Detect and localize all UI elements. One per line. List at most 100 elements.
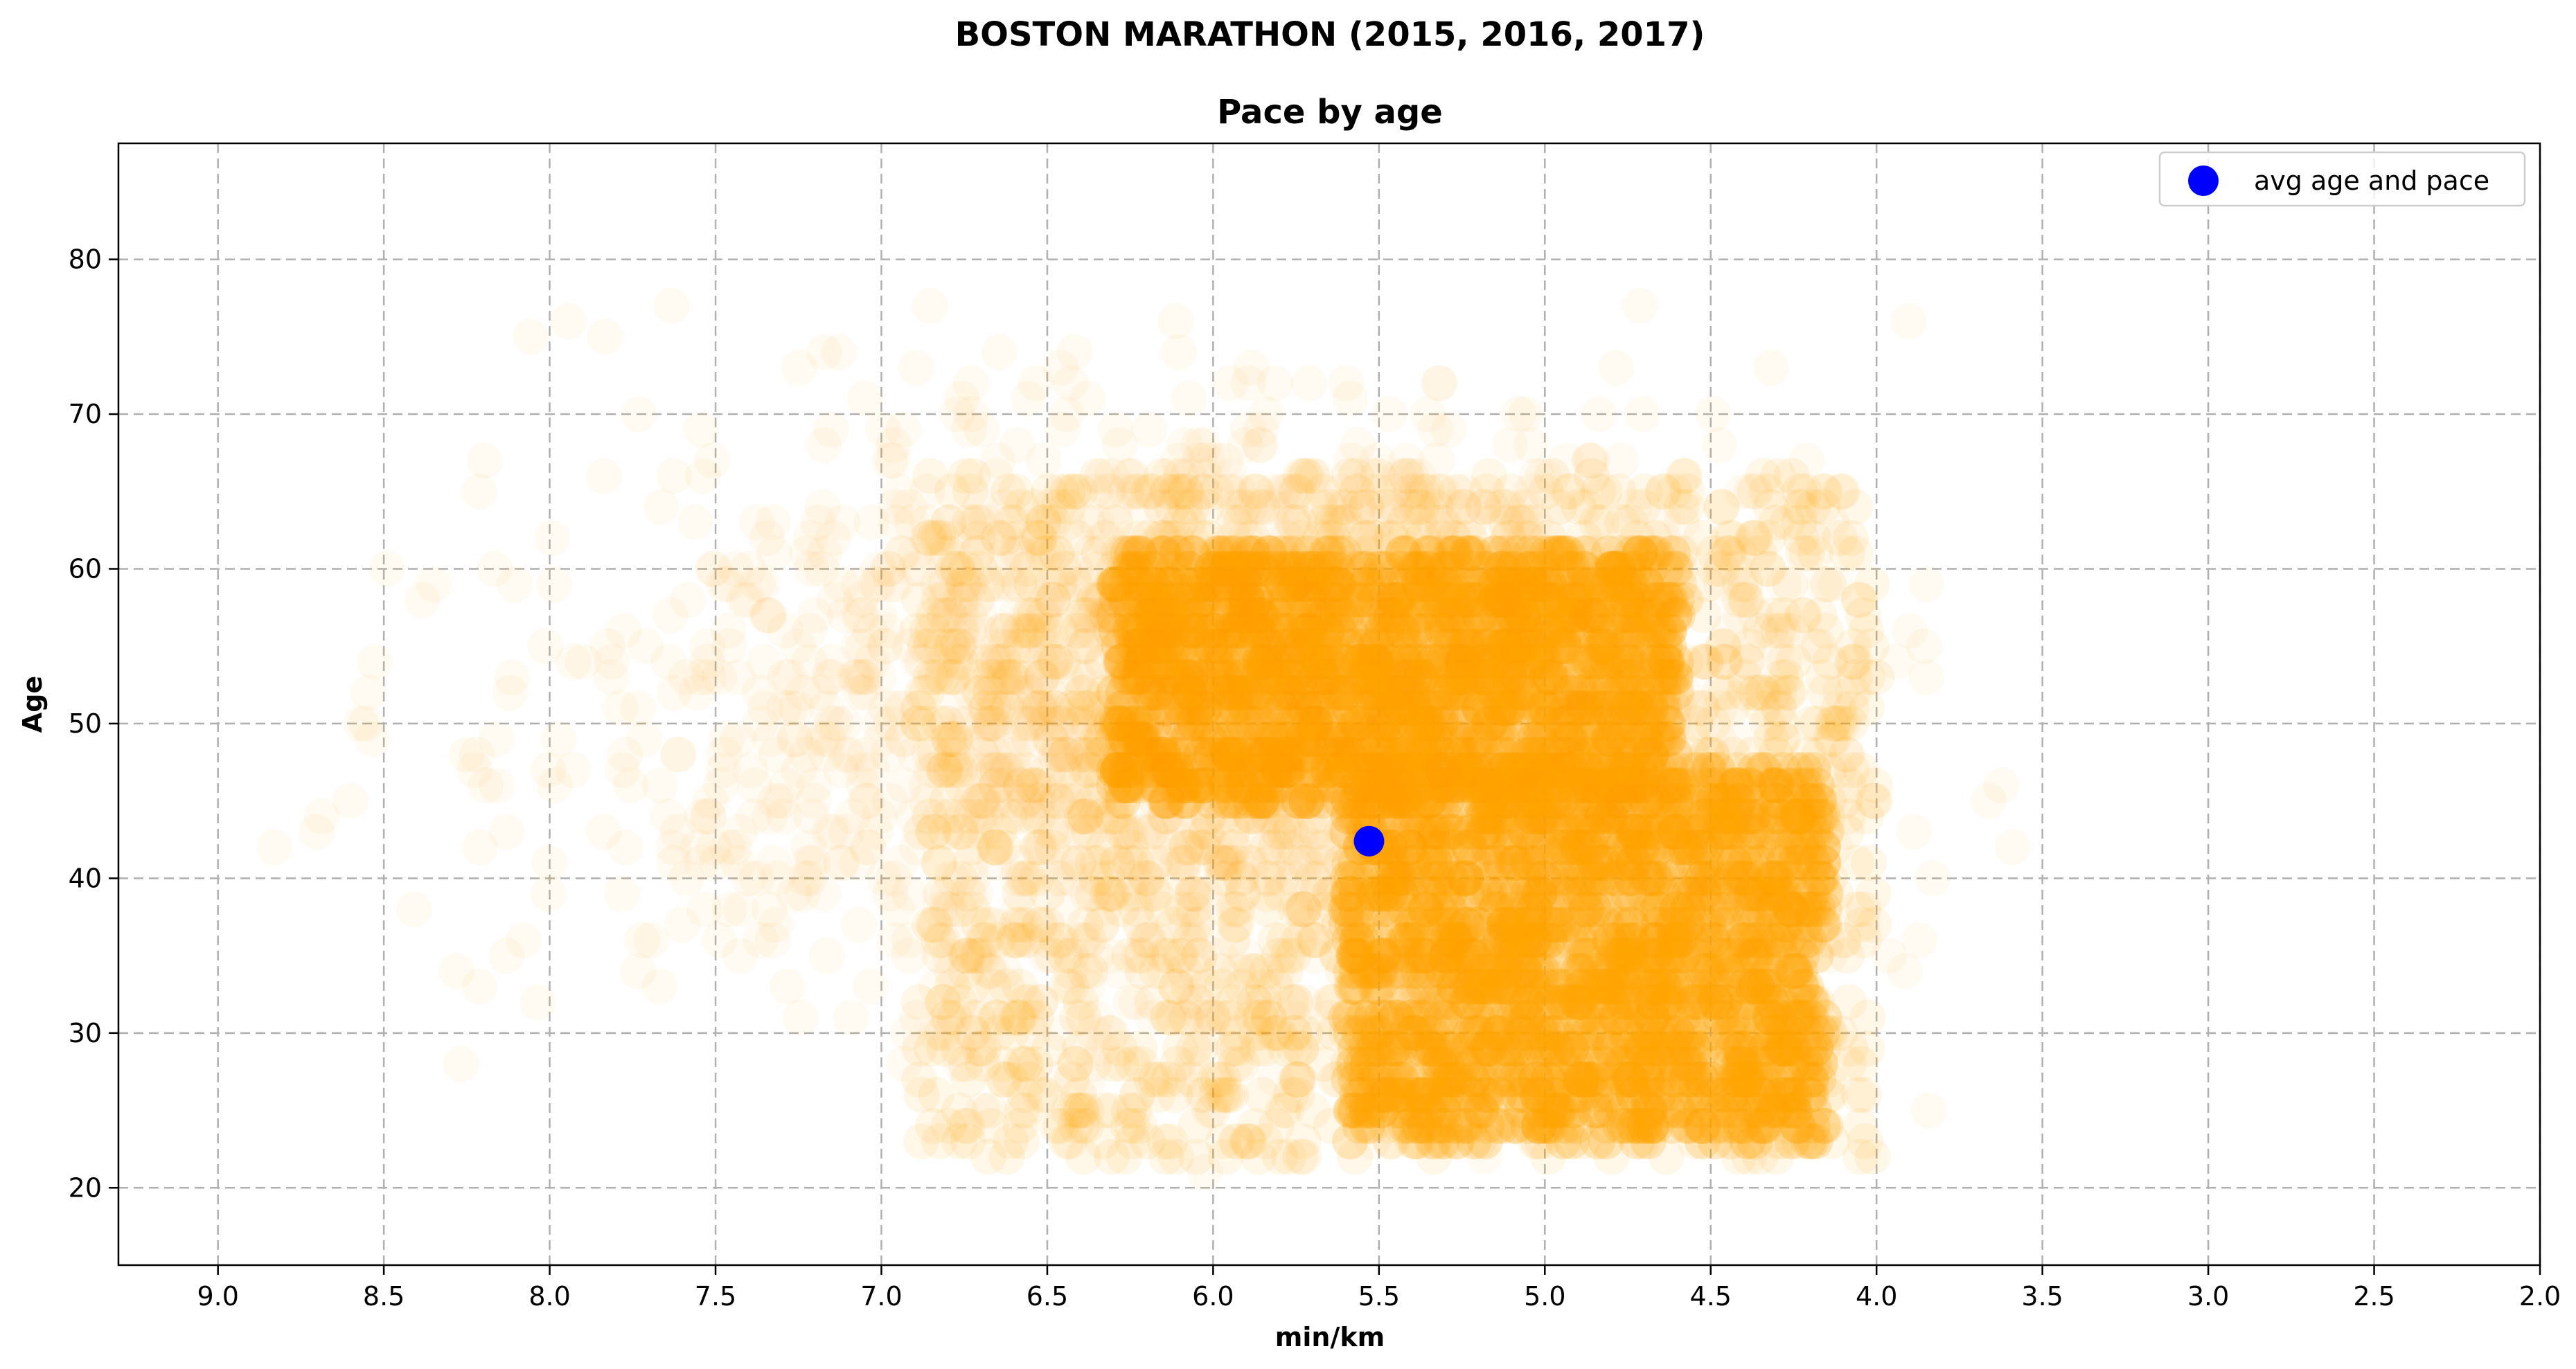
runner-point: [1182, 628, 1218, 665]
runner-point: [1628, 1061, 1664, 1098]
runner-point: [1569, 906, 1606, 943]
runner-point: [1768, 1077, 1804, 1113]
runner-point: [1405, 1077, 1441, 1113]
runner-point: [1382, 1077, 1419, 1113]
runner-point: [1502, 782, 1539, 819]
runner-point: [1695, 1014, 1732, 1051]
runner-point: [1148, 752, 1184, 788]
runner-point: [1422, 1077, 1459, 1113]
runner-point: [1374, 860, 1410, 897]
runner-point: [1682, 1107, 1719, 1144]
runner-point: [1637, 1107, 1673, 1144]
runner-point: [1428, 1077, 1464, 1113]
runner-point: [1718, 1014, 1755, 1051]
runner-point: [1365, 875, 1402, 912]
runner-point: [1752, 875, 1789, 912]
runner-point: [1752, 875, 1789, 912]
runner-point: [1422, 705, 1459, 742]
runner-point: [769, 968, 806, 1005]
runner-point: [1403, 1077, 1439, 1113]
runner-point: [1641, 1061, 1678, 1098]
runner-point: [1498, 968, 1534, 1005]
runner-point: [1365, 938, 1402, 974]
runner-point: [1586, 1014, 1622, 1051]
runner-point: [1449, 968, 1486, 1005]
runner-point: [1797, 798, 1834, 834]
runner-point: [1347, 1061, 1384, 1098]
runner-point: [1396, 860, 1433, 897]
runner-point: [1697, 1123, 1734, 1160]
runner-point: [1466, 1138, 1502, 1175]
runner-point: [1513, 845, 1549, 881]
runner-point: [1768, 906, 1804, 943]
runner-point: [1576, 891, 1613, 928]
runner-point: [1363, 767, 1399, 804]
runner-point: [1410, 782, 1446, 819]
runner-point: [1640, 829, 1677, 866]
runner-point: [1794, 845, 1831, 881]
runner-point: [1423, 891, 1459, 928]
runner-point: [1531, 1030, 1568, 1067]
runner-point: [1573, 829, 1610, 866]
runner-point: [1611, 767, 1648, 804]
runner-point: [1398, 798, 1434, 834]
runner-point: [1375, 1030, 1412, 1067]
runner-point: [1462, 628, 1498, 665]
runner-point: [1468, 628, 1504, 665]
runner-point: [1438, 922, 1475, 958]
runner-point: [1542, 860, 1579, 897]
runner-point: [1685, 1030, 1722, 1067]
runner-point: [1592, 922, 1628, 958]
runner-point: [1623, 721, 1660, 758]
runner-point: [1534, 782, 1571, 819]
runner-point: [1691, 767, 1727, 804]
runner-point: [1706, 782, 1743, 819]
runner-point: [1485, 906, 1522, 943]
runner-point: [1592, 922, 1628, 958]
runner-point: [1721, 1061, 1757, 1098]
runner-point: [1103, 643, 1139, 680]
runner-point: [1525, 860, 1562, 897]
runner-point: [1806, 999, 1842, 1036]
runner-point: [1349, 1092, 1385, 1129]
runner-point: [1495, 1107, 1532, 1144]
runner-point: [1332, 875, 1369, 912]
runner-point: [1545, 875, 1581, 912]
runner-point: [1709, 953, 1746, 990]
runner-point: [1563, 1014, 1599, 1051]
runner-point: [1624, 1030, 1660, 1067]
runner-point: [1328, 906, 1365, 943]
runner-point: [1592, 845, 1629, 881]
runner-point: [1421, 1046, 1457, 1082]
runner-point: [1450, 1077, 1486, 1113]
runner-point: [1508, 752, 1545, 788]
runner-point: [1606, 968, 1643, 1005]
runner-point: [1687, 845, 1724, 881]
runner-point: [1657, 767, 1694, 804]
runner-point: [1754, 860, 1791, 897]
grid-lines: [118, 143, 2541, 1265]
runner-point: [1421, 1061, 1458, 1098]
runner-point: [1521, 1107, 1558, 1144]
runner-point: [1389, 984, 1425, 1021]
runner-point: [1523, 798, 1560, 834]
runner-point: [1583, 798, 1620, 834]
runner-point: [1709, 829, 1746, 866]
runner-point: [1448, 984, 1485, 1021]
runner-point: [1356, 953, 1392, 990]
runner-point: [1444, 643, 1481, 680]
runner-point: [1588, 1061, 1624, 1098]
runner-point: [1752, 860, 1788, 897]
runner-point: [1777, 860, 1813, 897]
runner-point: [1397, 1123, 1434, 1160]
runner-point: [1538, 1014, 1574, 1051]
runner-point: [1490, 938, 1527, 974]
runner-point: [1585, 845, 1622, 881]
runner-point: [1118, 628, 1154, 665]
runner-point: [1551, 860, 1588, 897]
runner-point: [1525, 922, 1561, 958]
runner-point: [1696, 782, 1732, 819]
runner-point: [1611, 767, 1648, 804]
runner-point: [1682, 829, 1718, 866]
runner-point: [1777, 953, 1814, 990]
